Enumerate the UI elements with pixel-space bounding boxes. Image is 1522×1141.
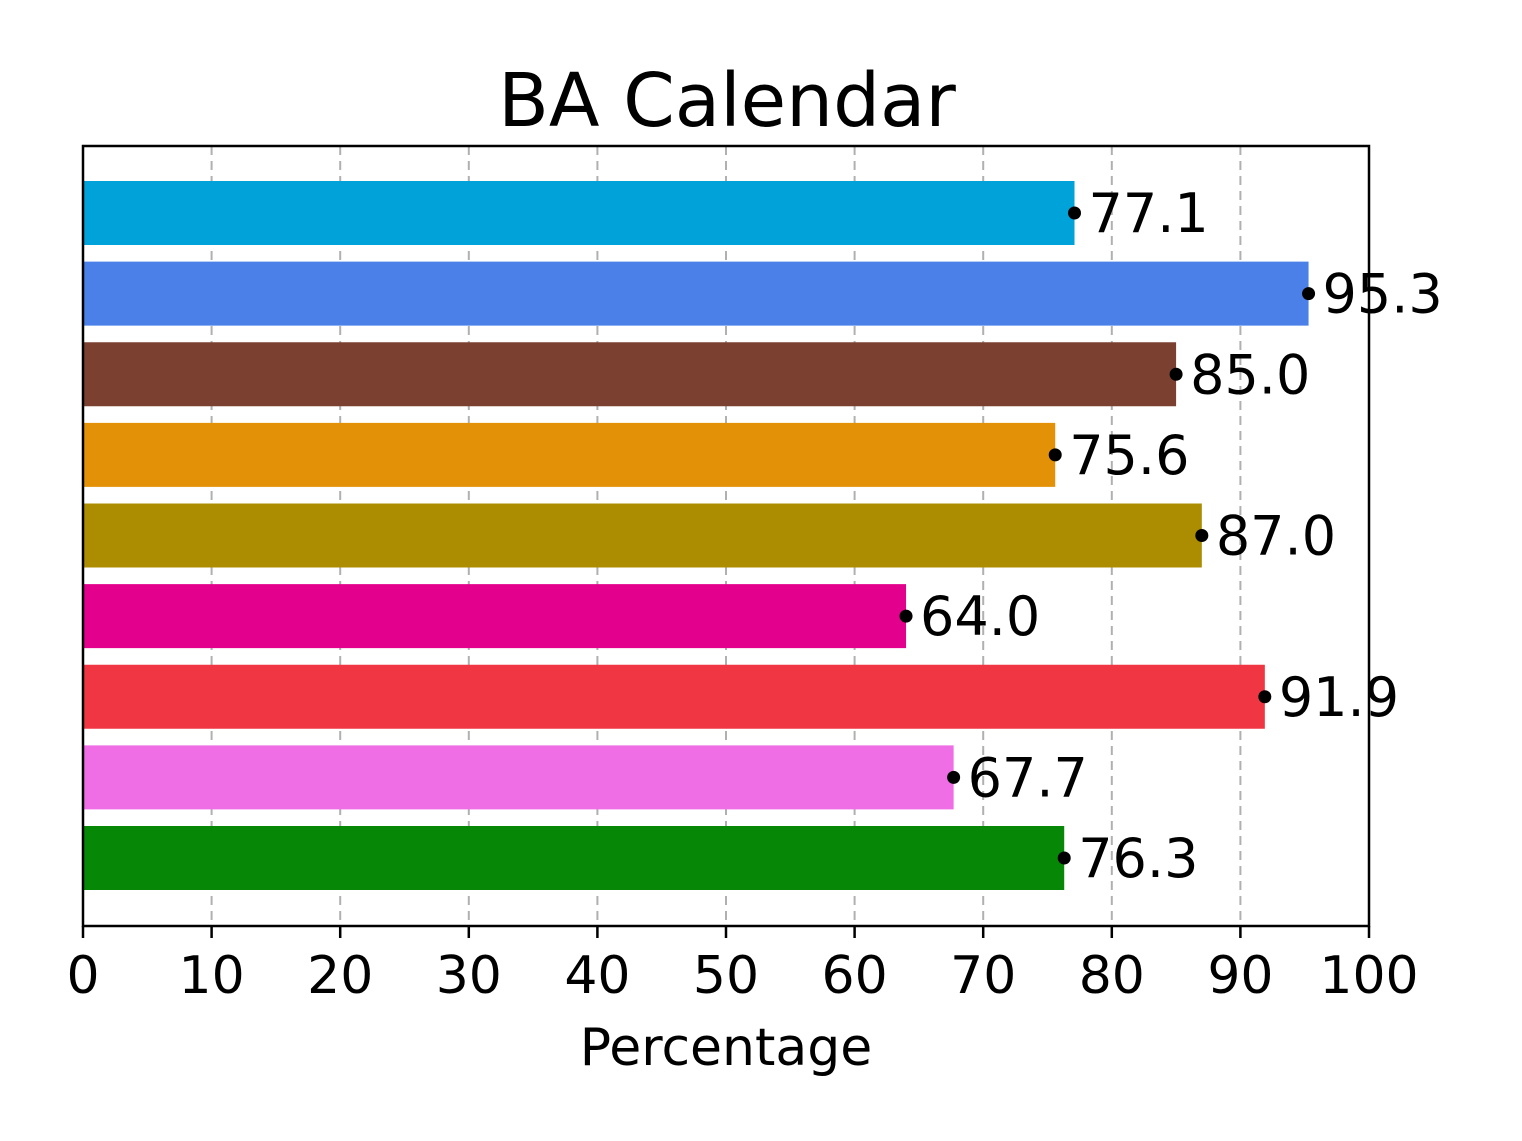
data-label-6: 64.0 — [920, 585, 1040, 648]
data-label-3: 85.0 — [1190, 343, 1310, 406]
bar-2 — [83, 261, 1309, 326]
x-tick-label-10: 10 — [179, 946, 245, 1006]
bar-end-marker-2 — [1302, 287, 1316, 301]
bar-8 — [83, 745, 954, 810]
x-tick-label-40: 40 — [564, 946, 630, 1006]
bar-1 — [83, 181, 1075, 245]
bar-end-marker-3 — [1169, 367, 1183, 381]
x-tick-label-50: 50 — [693, 946, 759, 1006]
bar-5 — [83, 503, 1202, 568]
bar-9 — [83, 826, 1065, 890]
x-tick-label-90: 90 — [1207, 946, 1273, 1006]
x-tick-label-100: 100 — [1319, 946, 1418, 1006]
x-axis-label: Percentage — [580, 1018, 873, 1078]
x-axis-ticks: 0 10 20 30 40 50 60 70 80 90 100 — [66, 926, 1419, 1006]
bar-7 — [83, 664, 1265, 729]
bar-end-marker-6 — [899, 609, 913, 623]
data-label-4: 75.6 — [1069, 424, 1189, 487]
bar-end-marker-5 — [1195, 529, 1209, 542]
bar-end-marker-4 — [1048, 448, 1062, 462]
data-label-9: 76.3 — [1078, 827, 1198, 890]
x-tick-label-0: 0 — [66, 946, 99, 1006]
data-label-8: 67.7 — [968, 746, 1088, 809]
data-label-5: 87.0 — [1216, 505, 1336, 568]
chart-title: BA Calendar — [498, 58, 956, 144]
bar-3 — [83, 342, 1177, 407]
bar-end-marker-9 — [1057, 851, 1071, 865]
data-label-1: 77.1 — [1089, 182, 1209, 245]
x-tick-label-60: 60 — [822, 946, 888, 1006]
bar-end-marker-1 — [1068, 206, 1082, 220]
bar-end-markers — [899, 206, 1316, 865]
x-tick-label-70: 70 — [950, 946, 1016, 1006]
x-tick-label-30: 30 — [436, 946, 502, 1006]
data-label-2: 95.3 — [1323, 263, 1443, 326]
data-labels: 77.1 95.385.075.6 87.0 64.0 91.9 67.7 76.3 — [920, 182, 1443, 890]
bar-end-marker-8 — [947, 770, 961, 784]
bars — [83, 181, 1309, 890]
bar-end-marker-7 — [1258, 690, 1272, 704]
x-tick-label-20: 20 — [307, 946, 373, 1006]
bar-4 — [83, 422, 1056, 487]
data-label-7: 91.9 — [1279, 666, 1399, 729]
x-tick-label-80: 80 — [1079, 946, 1145, 1006]
bar-6 — [83, 584, 907, 649]
